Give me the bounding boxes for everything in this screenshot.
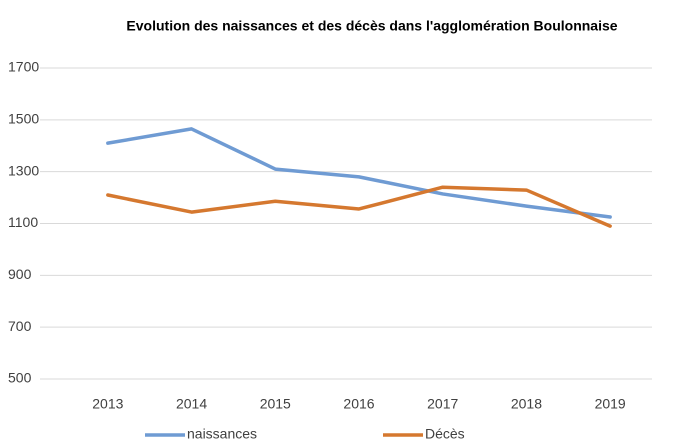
x-tick-label: 2017 (427, 396, 458, 412)
x-tick-label: 2018 (511, 396, 542, 412)
y-tick-label: 1500 (8, 111, 39, 127)
x-tick-label: 2019 (595, 396, 626, 412)
x-tick-label: 2016 (343, 396, 374, 412)
data-line (106, 185, 612, 228)
data-line (106, 127, 612, 219)
legend-label: Décès (425, 426, 465, 441)
y-tick-label: 700 (8, 318, 32, 334)
y-tick-label: 1100 (8, 214, 38, 230)
x-tick-label: 2014 (176, 396, 207, 412)
y-tick-label: 500 (8, 370, 32, 386)
x-tick-label: 2013 (92, 396, 123, 412)
y-tick-label: 1300 (8, 162, 39, 178)
y-tick-label: 900 (8, 266, 32, 282)
chart-title: Evolution des naissances et des décès da… (126, 18, 617, 34)
x-tick-label: 2015 (260, 396, 291, 412)
y-tick-label: 1700 (8, 59, 39, 75)
legend-label: naissances (187, 426, 257, 441)
